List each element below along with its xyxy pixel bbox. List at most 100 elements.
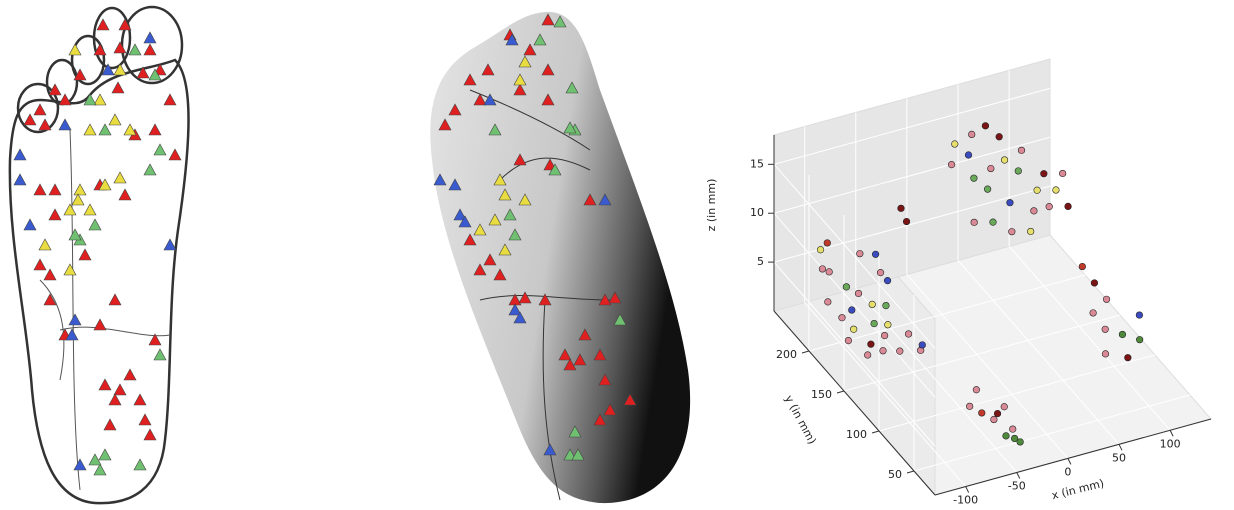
- x-tick-label: 0: [1064, 465, 1071, 478]
- point: [850, 325, 858, 333]
- point: [990, 415, 998, 424]
- sensor-marker: [71, 193, 85, 206]
- sensor-marker: [98, 448, 112, 461]
- grid-line: [773, 87, 1051, 165]
- sensor-marker: [598, 293, 612, 306]
- sensor-marker: [563, 121, 577, 134]
- sensor-marker: [93, 318, 107, 331]
- point: [1016, 438, 1024, 446]
- x-tick: [1016, 472, 1021, 479]
- point: [883, 277, 892, 285]
- grid-line: [804, 302, 967, 487]
- sensor-marker: [503, 208, 517, 221]
- sensor-marker: [113, 171, 127, 184]
- sensor-marker: [513, 153, 527, 166]
- point: [993, 409, 1002, 418]
- point: [1135, 311, 1143, 319]
- point: [970, 218, 978, 226]
- sensor-marker: [88, 218, 102, 231]
- grid-line: [906, 274, 1069, 459]
- point: [1090, 279, 1099, 287]
- point: [966, 402, 974, 410]
- point: [1009, 425, 1017, 433]
- sensor-marker: [568, 425, 582, 438]
- point: [818, 265, 827, 273]
- sensor-marker: [483, 253, 497, 266]
- point: [1027, 227, 1035, 236]
- sensor-marker: [573, 353, 587, 366]
- y-tick: [871, 430, 880, 434]
- sensor-marker: [513, 311, 527, 324]
- z-tick-label: 5: [757, 255, 764, 268]
- sensor-marker: [571, 448, 585, 461]
- y-tick: [836, 390, 845, 394]
- point: [897, 204, 905, 212]
- grid-line: [878, 354, 1156, 432]
- point: [854, 289, 863, 298]
- point: [896, 347, 904, 355]
- point: [987, 164, 995, 173]
- sensor-marker: [101, 63, 115, 76]
- sensor-marker: [58, 118, 72, 131]
- sensor-marker: [111, 81, 125, 94]
- sensor-marker: [138, 413, 152, 426]
- point: [947, 161, 956, 169]
- grid-line: [773, 212, 936, 398]
- sensor-marker: [136, 66, 150, 79]
- point: [824, 298, 832, 306]
- foot-render: [430, 11, 691, 504]
- sensor-marker: [23, 218, 37, 231]
- point: [1101, 325, 1109, 333]
- sensor-marker: [93, 463, 107, 476]
- point: [838, 314, 846, 322]
- point: [978, 409, 986, 417]
- sensor-marker: [73, 458, 87, 471]
- sensor-marker: [68, 313, 82, 326]
- point: [1011, 434, 1019, 443]
- sensor-marker: [168, 148, 182, 161]
- point: [842, 283, 850, 291]
- point: [884, 321, 892, 329]
- sensor-marker: [98, 378, 112, 391]
- sensor-marker: [63, 263, 77, 276]
- sensor-marker: [48, 208, 62, 221]
- sensor-marker: [83, 123, 97, 136]
- point: [1118, 330, 1127, 339]
- point: [970, 174, 978, 182]
- sensor-marker: [623, 393, 637, 406]
- foot-drawing: [8, 5, 190, 505]
- grid-line: [808, 274, 1086, 352]
- point: [864, 351, 872, 359]
- sensor-marker: [448, 178, 462, 191]
- point: [918, 341, 926, 349]
- point: [870, 319, 878, 328]
- sensor-marker: [93, 43, 107, 56]
- sensor-marker: [518, 193, 532, 206]
- sensor-marker: [88, 453, 102, 466]
- sensor-marker: [513, 73, 527, 86]
- sensor-marker: [38, 118, 52, 131]
- point: [989, 218, 997, 226]
- x-tick: [1169, 430, 1174, 437]
- point: [1002, 432, 1010, 440]
- sensor-marker: [553, 15, 567, 28]
- sensor-marker: [593, 413, 607, 426]
- x-tick: [1067, 458, 1072, 465]
- sensor-marker: [133, 458, 147, 471]
- sensor-marker: [148, 333, 162, 346]
- sensor-marker: [48, 183, 62, 196]
- sensor-marker: [33, 103, 47, 116]
- sensor-marker: [613, 313, 627, 326]
- sensor-marker: [518, 291, 532, 304]
- sensor-marker: [488, 213, 502, 226]
- sensor-marker: [73, 68, 87, 81]
- x-tick-label: -50: [1008, 479, 1026, 492]
- point: [844, 337, 853, 345]
- z-tick-label: 10: [750, 206, 764, 219]
- point: [1000, 403, 1008, 411]
- sensor-marker: [148, 123, 162, 136]
- sensor-marker: [33, 183, 47, 196]
- sensor-marker: [108, 113, 122, 126]
- sensor-marker: [148, 68, 162, 81]
